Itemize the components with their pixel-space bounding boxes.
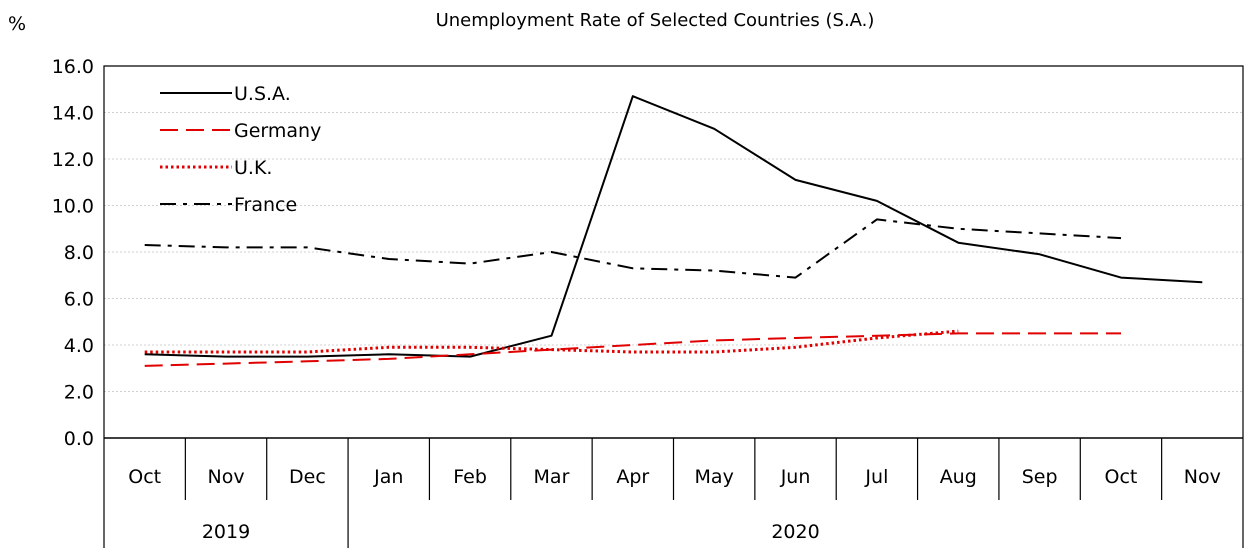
y-tick-label: 8.0 xyxy=(64,242,94,264)
y-axis-unit: % xyxy=(8,13,26,35)
legend-label: U.S.A. xyxy=(234,83,291,105)
series-line-u-s-a xyxy=(144,95,1203,358)
x-tick-label: Aug xyxy=(940,466,977,488)
x-tick-label: Nov xyxy=(207,466,244,488)
y-tick-label: 16.0 xyxy=(52,56,94,78)
year-label: 2019 xyxy=(202,521,250,543)
series-line-u-k xyxy=(144,329,959,354)
legend: U.S.A. Germany U.K. France xyxy=(160,83,321,216)
y-tick-label: 4.0 xyxy=(64,335,94,357)
legend-label: France xyxy=(234,194,297,216)
y-tick-label: 6.0 xyxy=(64,289,94,311)
x-axis: Oct Nov Dec Jan Feb Mar Apr May Jun Jul Aug Sep Oct N… xyxy=(103,437,1244,548)
chart-title: Unemployment Rate of Selected Countries … xyxy=(436,10,875,31)
x-tick-label: May xyxy=(695,466,734,488)
legend-label: U.K. xyxy=(234,157,272,179)
x-tick-label: Jun xyxy=(780,466,811,488)
x-tick-label: Oct xyxy=(128,466,161,488)
x-tick-label: Jul xyxy=(864,466,888,488)
y-tick-label: 0.0 xyxy=(64,428,94,450)
y-tick-label: 2.0 xyxy=(64,382,94,404)
x-tick-label: Feb xyxy=(453,466,487,488)
series-lines xyxy=(144,95,1203,367)
x-tick-label: Sep xyxy=(1022,466,1058,488)
x-tick-label: Jan xyxy=(373,466,403,488)
series-line-germany xyxy=(144,332,1121,367)
y-axis-ticks: 0.0 2.0 4.0 6.0 8.0 10.0 12.0 14.0 16.0 xyxy=(52,56,94,450)
gridlines xyxy=(103,65,1244,438)
x-tick-label: Mar xyxy=(534,466,570,488)
x-tick-label: Dec xyxy=(289,466,326,488)
x-tick-label: Oct xyxy=(1105,466,1138,488)
y-tick-label: 10.0 xyxy=(52,196,94,218)
legend-label: Germany xyxy=(234,120,321,142)
series-line-france xyxy=(144,218,1122,279)
x-tick-label: Nov xyxy=(1184,466,1221,488)
y-tick-label: 12.0 xyxy=(52,149,94,171)
plot-frame xyxy=(103,65,1244,438)
y-tick-label: 14.0 xyxy=(52,103,94,125)
x-tick-label: Apr xyxy=(616,466,649,488)
year-label: 2020 xyxy=(771,521,819,543)
